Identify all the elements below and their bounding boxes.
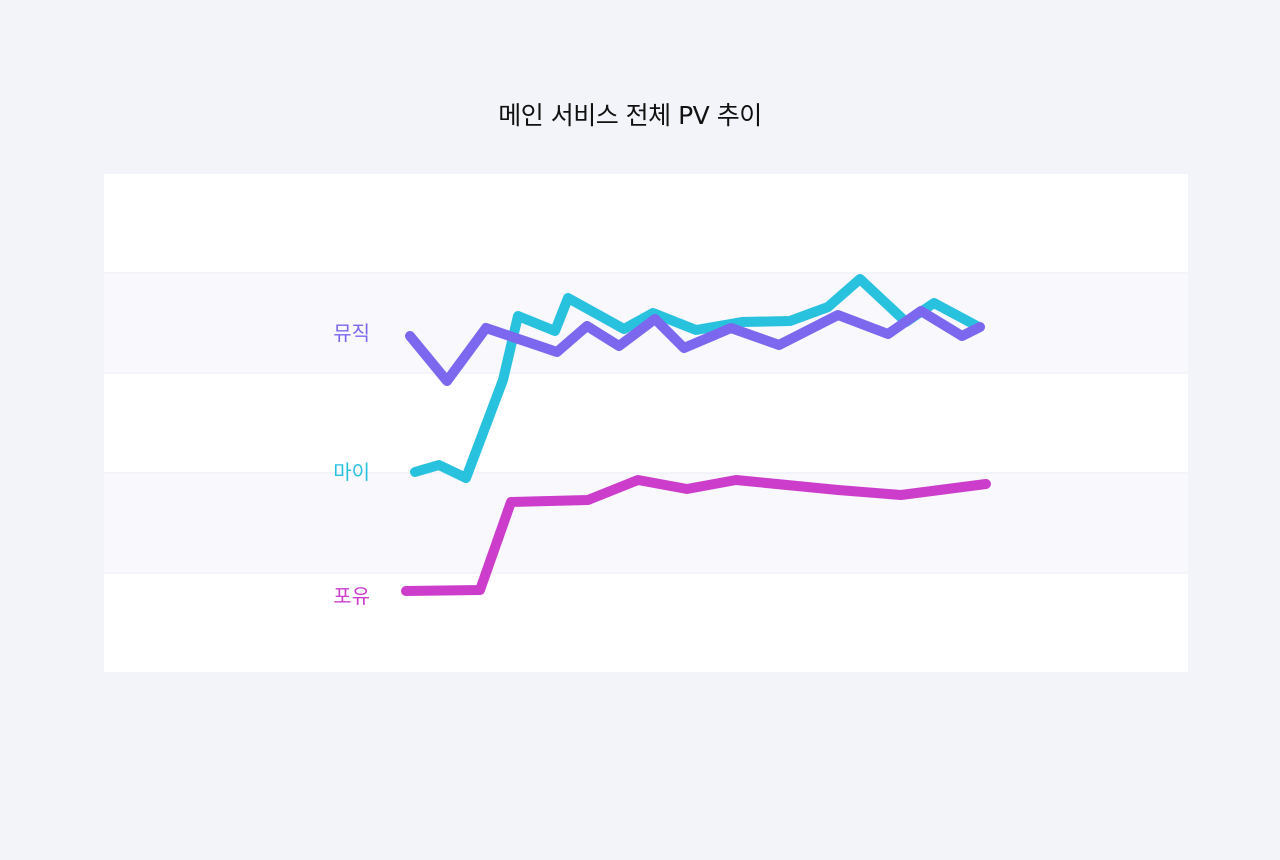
series-label-my: 마이 (333, 460, 370, 484)
chart-title: 메인 서비스 전체 PV 추이 (498, 101, 762, 130)
line-series-my (410, 274, 982, 483)
line-series-foryou (401, 475, 991, 596)
plot-area (104, 174, 1188, 674)
grid-band-3 (104, 374, 1188, 472)
grid-band-5 (104, 574, 1188, 672)
grid-band-4 (104, 474, 1188, 572)
line-series-music (405, 306, 985, 386)
series-label-foryou: 포유 (333, 584, 370, 608)
grid-band-1 (104, 174, 1188, 272)
series-label-music: 뮤직 (333, 321, 370, 345)
